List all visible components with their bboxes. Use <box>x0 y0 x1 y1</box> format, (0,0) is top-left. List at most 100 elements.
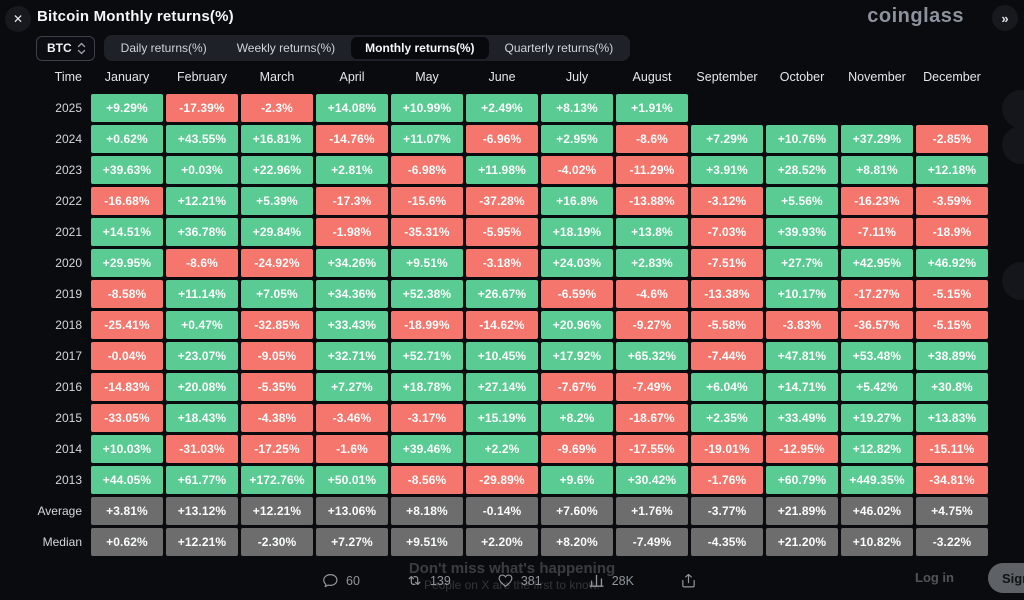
tab-daily[interactable]: Daily returns(%) <box>120 41 207 55</box>
return-cell: +52.38% <box>391 280 463 308</box>
return-cell: +42.95% <box>841 249 913 277</box>
month-column-header: April <box>339 70 365 84</box>
symbol-select[interactable]: BTC <box>36 35 95 61</box>
return-cell: -8.6% <box>166 249 238 277</box>
table-row: 2024 +0.62% +43.55% +16.81% -14.76% +11.07% -6… <box>36 125 988 153</box>
share-button[interactable] <box>680 572 697 589</box>
return-cell: +17.92% <box>541 342 613 370</box>
return-cell: -25.41% <box>91 311 163 339</box>
login-link[interactable]: Log in <box>915 570 954 585</box>
month-column-header: July <box>565 70 589 84</box>
return-cell: +20.08% <box>166 373 238 401</box>
expand-button[interactable]: » <box>992 5 1018 31</box>
repost-icon <box>406 572 423 589</box>
return-cell: +29.84% <box>241 218 313 246</box>
return-cell: -3.18% <box>466 249 538 277</box>
time-column-header: Time <box>54 70 82 84</box>
views-button[interactable]: 28K <box>588 572 634 589</box>
return-cell: -5.15% <box>916 280 988 308</box>
return-cell: +12.21% <box>166 528 238 556</box>
return-cell: -3.83% <box>766 311 838 339</box>
return-cell: -4.02% <box>541 156 613 184</box>
return-cell: +29.95% <box>91 249 163 277</box>
table-row: 2016 -14.83% +20.08% -5.35% +7.27% +18.78% +27… <box>36 373 988 401</box>
signup-button[interactable]: Sign up <box>988 563 1024 593</box>
return-cell: -35.31% <box>391 218 463 246</box>
chevrons-right-icon: » <box>1001 10 1009 26</box>
return-cell: +37.29% <box>841 125 913 153</box>
return-cell: +39.63% <box>91 156 163 184</box>
return-cell: +2.20% <box>466 528 538 556</box>
return-cell: +13.12% <box>166 497 238 525</box>
share-icon <box>680 572 697 589</box>
tab-quarterly[interactable]: Quarterly returns(%) <box>504 41 614 55</box>
return-cell: +8.20% <box>541 528 613 556</box>
month-column-header: June <box>488 70 516 84</box>
return-cell: -9.27% <box>616 311 688 339</box>
return-cell: +21.20% <box>766 528 838 556</box>
table-body: 2025 +9.29% -17.39% -2.3% +14.08% +10.99% +2.4… <box>36 94 988 556</box>
return-cell: +60.79% <box>766 466 838 494</box>
tab-weekly[interactable]: Weekly returns(%) <box>236 41 336 55</box>
tab-monthly[interactable]: Monthly returns(%) <box>351 37 489 59</box>
return-cell: +449.35% <box>841 466 913 494</box>
return-cell: +44.05% <box>91 466 163 494</box>
return-cell: +12.21% <box>241 497 313 525</box>
return-cell: -1.98% <box>316 218 388 246</box>
close-icon: ✕ <box>12 12 24 26</box>
return-cell: -4.6% <box>616 280 688 308</box>
return-cell: -19.01% <box>691 435 763 463</box>
month-column-header: January <box>104 70 150 84</box>
symbol-label: BTC <box>47 41 72 55</box>
return-cell: +2.81% <box>316 156 388 184</box>
return-cell: +26.67% <box>466 280 538 308</box>
return-cell: +5.39% <box>241 187 313 215</box>
return-cell: +11.14% <box>166 280 238 308</box>
like-count: 381 <box>520 573 542 588</box>
return-cell: -7.44% <box>691 342 763 370</box>
row-label: Average <box>37 504 82 518</box>
return-cell: -7.49% <box>616 373 688 401</box>
return-cell: +5.56% <box>766 187 838 215</box>
return-cell: -7.49% <box>616 528 688 556</box>
return-cell: +14.08% <box>316 94 388 122</box>
row-label: 2019 <box>55 287 82 301</box>
row-label: Median <box>42 535 82 549</box>
return-cell: +3.81% <box>91 497 163 525</box>
repost-button[interactable]: 139 <box>406 572 451 589</box>
reply-button[interactable]: 60 <box>322 572 360 589</box>
table-row: 2015 -33.05% +18.43% -4.38% -3.46% -3.17% +15.… <box>36 404 988 432</box>
return-cell: +33.49% <box>766 404 838 432</box>
return-cell: -17.55% <box>616 435 688 463</box>
return-cell: +4.75% <box>916 497 988 525</box>
background-button-shape <box>1002 262 1024 300</box>
row-label: 2015 <box>55 411 82 425</box>
return-cell: -9.69% <box>541 435 613 463</box>
return-cell: +34.36% <box>316 280 388 308</box>
return-cell: +172.76% <box>241 466 313 494</box>
table-row: 2022 -16.68% +12.21% +5.39% -17.3% -15.6% -37.… <box>36 187 988 215</box>
return-cell: +7.27% <box>316 373 388 401</box>
return-cell: +2.35% <box>691 404 763 432</box>
return-cell <box>691 94 763 122</box>
return-cell: -17.39% <box>166 94 238 122</box>
return-cell: -16.68% <box>91 187 163 215</box>
sort-arrows-icon <box>77 42 86 55</box>
return-cell: +8.2% <box>541 404 613 432</box>
return-cell: -7.51% <box>691 249 763 277</box>
return-cell: -7.67% <box>541 373 613 401</box>
like-button[interactable]: 381 <box>497 572 542 589</box>
return-cell: +8.81% <box>841 156 913 184</box>
return-cell: -3.46% <box>316 404 388 432</box>
return-cell: +16.8% <box>541 187 613 215</box>
return-cell <box>766 94 838 122</box>
return-cell: -5.95% <box>466 218 538 246</box>
return-cell: +14.71% <box>766 373 838 401</box>
return-cell: +11.07% <box>391 125 463 153</box>
return-cell: +2.83% <box>616 249 688 277</box>
close-button[interactable]: ✕ <box>5 6 31 32</box>
return-cell: -18.99% <box>391 311 463 339</box>
return-cell: +13.83% <box>916 404 988 432</box>
return-cell: -15.6% <box>391 187 463 215</box>
return-cell: -7.03% <box>691 218 763 246</box>
